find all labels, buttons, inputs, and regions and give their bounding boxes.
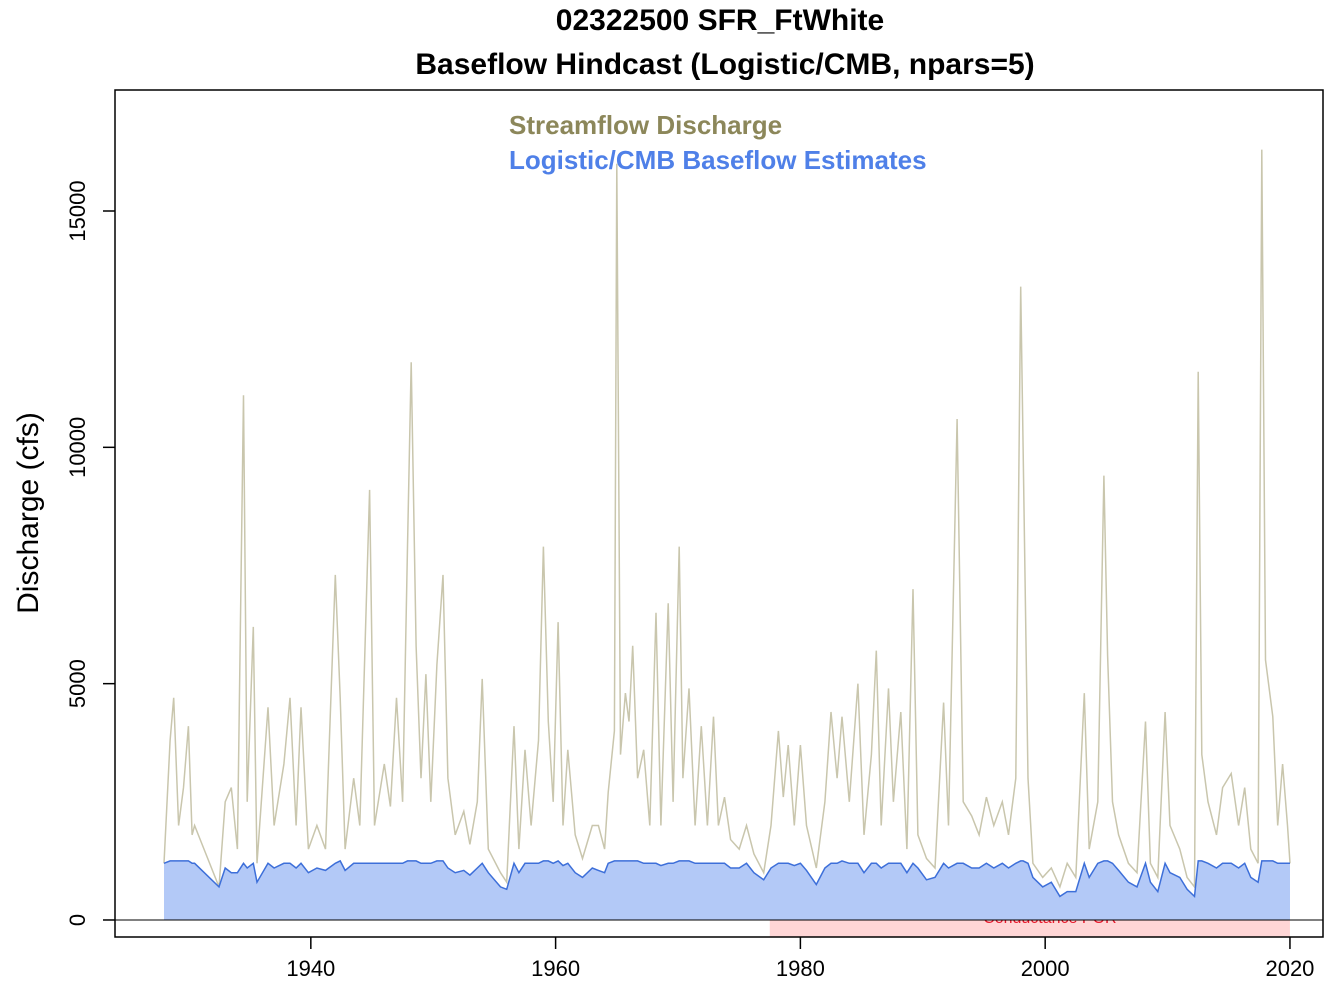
series-area xyxy=(164,860,1290,920)
x-tick-label: 2000 xyxy=(1021,956,1070,981)
chart-title: 02322500 SFR_FtWhite xyxy=(556,4,884,37)
x-tick-label: 1940 xyxy=(286,956,335,981)
legend-entry: Logistic/CMB Baseflow Estimates xyxy=(509,145,927,175)
series-line xyxy=(163,149,1291,890)
y-tick-label: 0 xyxy=(65,914,90,926)
x-tick-label: 1980 xyxy=(776,956,825,981)
x-tick-label: 1960 xyxy=(531,956,580,981)
y-tick-label: 15000 xyxy=(65,180,90,241)
legend-entry: Streamflow Discharge xyxy=(509,110,782,140)
series-line xyxy=(163,859,1290,899)
shaded-period xyxy=(769,919,1290,937)
y-tick-label: 10000 xyxy=(65,417,90,478)
x-tick-label: 2020 xyxy=(1265,956,1314,981)
plot-frame xyxy=(114,89,1324,938)
y-axis-label: Discharge (cfs) xyxy=(12,412,45,614)
chart-subtitle: Baseflow Hindcast (Logistic/CMB, npars=5… xyxy=(415,48,1034,81)
y-tick-label: 5000 xyxy=(65,659,90,708)
